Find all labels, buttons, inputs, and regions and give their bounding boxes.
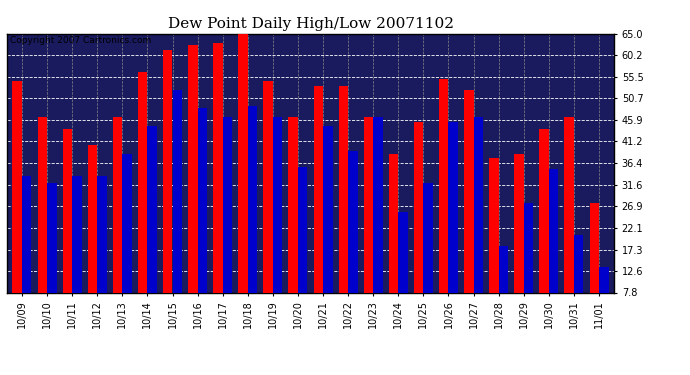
Bar <box>63 129 72 292</box>
Bar <box>549 170 558 292</box>
Bar <box>473 117 483 292</box>
Bar <box>273 117 282 292</box>
Bar <box>88 145 97 292</box>
Bar <box>138 72 148 292</box>
Bar <box>323 126 333 292</box>
Bar <box>373 117 383 292</box>
Bar <box>424 183 433 292</box>
Bar <box>12 81 22 292</box>
Bar <box>188 45 197 292</box>
Bar <box>564 117 574 292</box>
Bar <box>313 86 323 292</box>
Bar <box>499 246 509 292</box>
Bar <box>348 152 357 292</box>
Bar <box>97 176 107 292</box>
Bar <box>574 235 584 292</box>
Bar <box>47 183 57 292</box>
Bar <box>112 117 122 292</box>
Bar <box>298 167 308 292</box>
Bar <box>589 203 599 292</box>
Bar <box>439 79 449 292</box>
Bar <box>398 212 408 292</box>
Bar <box>288 117 298 292</box>
Bar <box>264 81 273 292</box>
Bar <box>163 50 172 292</box>
Bar <box>599 267 609 292</box>
Bar <box>122 154 132 292</box>
Bar <box>489 158 499 292</box>
Bar <box>22 176 32 292</box>
Bar <box>388 154 398 292</box>
Bar <box>238 34 248 292</box>
Bar <box>514 154 524 292</box>
Text: Copyright 2007 Cartronics.com: Copyright 2007 Cartronics.com <box>10 36 151 45</box>
Bar <box>72 176 81 292</box>
Bar <box>414 122 424 292</box>
Bar <box>37 117 47 292</box>
Bar <box>148 126 157 292</box>
Bar <box>248 106 257 292</box>
Bar <box>172 90 182 292</box>
Title: Dew Point Daily High/Low 20071102: Dew Point Daily High/Low 20071102 <box>168 17 453 31</box>
Bar <box>223 117 233 292</box>
Bar <box>339 86 348 292</box>
Bar <box>464 90 473 292</box>
Bar <box>197 108 207 292</box>
Bar <box>213 43 223 292</box>
Bar <box>540 129 549 292</box>
Bar <box>524 203 533 292</box>
Bar <box>364 117 373 292</box>
Bar <box>448 122 458 292</box>
